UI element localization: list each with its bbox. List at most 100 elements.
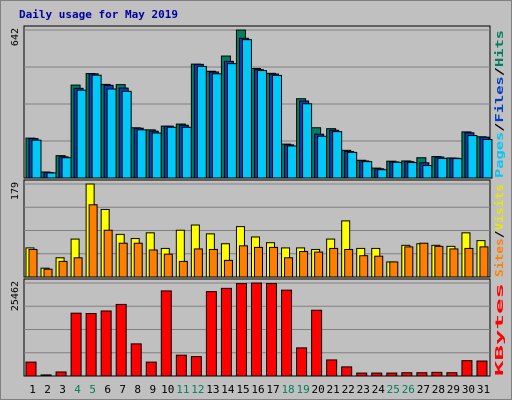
bar-sites-day-25 <box>389 261 399 278</box>
kbytes-panel: 25462 KBytes <box>10 278 506 377</box>
bar-sites-day-20 <box>314 251 324 278</box>
bar-pages-day-4 <box>76 89 87 179</box>
bar-kbytes-day-27 <box>416 372 428 377</box>
bar-pages-day-30 <box>467 135 478 179</box>
x-tick-label: 27 <box>417 383 430 396</box>
bar-kbytes-day-23 <box>356 372 368 377</box>
bar-pages-day-14 <box>226 63 237 179</box>
bar-pages-day-24 <box>377 169 388 179</box>
bar-pages-day-7 <box>121 90 132 179</box>
bar-pages-day-21 <box>332 131 343 179</box>
x-axis-day-labels: 1 2 3 4 5 6 7 8 9 10 11 12 13 14 15 16 17 18 19 20 21 22 23 24 2… <box>29 383 490 396</box>
bar-kbytes-day-26 <box>401 372 413 377</box>
bar-sites-day-16 <box>253 246 263 278</box>
x-tick-label: 13 <box>206 383 219 396</box>
bar-sites-day-15 <box>238 245 248 278</box>
legend-entry: Files <box>493 76 506 122</box>
x-tick-label: 6 <box>104 383 111 396</box>
bar-pages-day-31 <box>482 139 493 179</box>
bar-kbytes-day-20 <box>311 309 323 377</box>
bar-kbytes-day-29 <box>446 372 458 377</box>
x-tick-label: 31 <box>477 383 490 396</box>
side-legend: KBytes <box>493 283 506 376</box>
bar-pages-day-23 <box>362 161 373 179</box>
legend-entry: Hits <box>493 30 506 67</box>
x-tick-label: 18 <box>281 383 294 396</box>
bar-sites-day-9 <box>148 249 158 278</box>
bar-sites-day-19 <box>299 251 309 278</box>
bar-pages-day-2 <box>46 172 57 179</box>
bar-pages-day-15 <box>241 39 252 179</box>
bar-sites-day-8 <box>133 242 143 278</box>
bar-kbytes-day-19 <box>296 347 308 377</box>
bar-kbytes-day-5 <box>85 313 97 377</box>
bar-kbytes-day-24 <box>371 372 383 377</box>
x-tick-label: 23 <box>357 383 370 396</box>
bar-pages-day-11 <box>181 126 192 179</box>
x-tick-label: 16 <box>251 383 264 396</box>
legend-entry: Visits <box>493 184 506 231</box>
x-tick-label: 10 <box>161 383 174 396</box>
bar-pages-day-16 <box>256 70 267 179</box>
bar-pages-day-28 <box>437 157 448 179</box>
bar-kbytes-day-7 <box>115 303 127 377</box>
bar-kbytes-day-17 <box>266 283 278 377</box>
bar-kbytes-day-3 <box>55 371 67 377</box>
bar-sites-day-28 <box>434 245 444 278</box>
bar-pages-day-26 <box>407 162 418 179</box>
legend-entry: KBytes <box>493 283 506 376</box>
x-tick-label: 5 <box>89 383 96 396</box>
bar-kbytes-day-18 <box>281 289 293 377</box>
bar-kbytes-day-31 <box>476 360 488 377</box>
bar-pages-day-8 <box>136 129 147 179</box>
bar-pages-day-27 <box>422 165 433 179</box>
bar-kbytes-day-4 <box>70 312 82 377</box>
bar-sites-day-11 <box>178 260 188 278</box>
bar-kbytes-day-8 <box>130 343 142 377</box>
y-max-label: 642 <box>10 28 21 46</box>
x-tick-label: 17 <box>266 383 279 396</box>
bar-sites-day-29 <box>449 248 459 278</box>
bar-pages-day-5 <box>91 74 102 179</box>
bar-kbytes-day-12 <box>190 356 202 377</box>
x-tick-label: 19 <box>296 383 309 396</box>
bar-kbytes-day-14 <box>220 287 232 377</box>
bar-sites-day-30 <box>464 247 474 278</box>
bar-sites-day-23 <box>359 255 369 278</box>
legend-entry: / <box>493 122 506 132</box>
x-tick-label: 25 <box>387 383 400 396</box>
y-max-label: 179 <box>10 182 21 200</box>
x-tick-label: 11 <box>176 383 189 396</box>
bar-sites-day-5 <box>88 204 98 278</box>
chart-title: Daily usage for May 2019 <box>19 8 178 21</box>
bar-sites-day-13 <box>208 248 218 278</box>
bar-sites-day-6 <box>103 229 113 278</box>
bar-kbytes-day-11 <box>175 354 187 377</box>
bar-sites-day-10 <box>163 253 173 278</box>
bar-sites-day-22 <box>344 248 354 278</box>
x-tick-label: 30 <box>462 383 475 396</box>
bar-sites-day-26 <box>404 246 414 278</box>
bar-sites-day-27 <box>419 242 429 278</box>
bar-sites-day-24 <box>374 255 384 278</box>
bar-pages-day-20 <box>317 135 328 179</box>
bar-kbytes-day-9 <box>145 361 157 377</box>
x-tick-label: 4 <box>74 383 81 396</box>
x-tick-label: 14 <box>221 383 235 396</box>
bar-kbytes-day-16 <box>250 282 262 377</box>
bar-kbytes-day-25 <box>386 372 398 377</box>
bar-kbytes-day-6 <box>100 310 112 377</box>
bar-pages-day-19 <box>302 103 313 179</box>
x-tick-label: 3 <box>59 383 66 396</box>
bar-kbytes-day-1 <box>25 361 37 377</box>
x-tick-label: 15 <box>236 383 249 396</box>
x-tick-label: 9 <box>149 383 156 396</box>
legend-entry: / <box>493 230 506 238</box>
bar-pages-day-22 <box>347 151 358 179</box>
bar-pages-day-25 <box>392 161 403 179</box>
bar-sites-day-2 <box>43 268 53 278</box>
bar-sites-day-21 <box>329 247 339 278</box>
legend-entry: / <box>493 66 506 76</box>
bar-pages-day-6 <box>106 88 117 179</box>
